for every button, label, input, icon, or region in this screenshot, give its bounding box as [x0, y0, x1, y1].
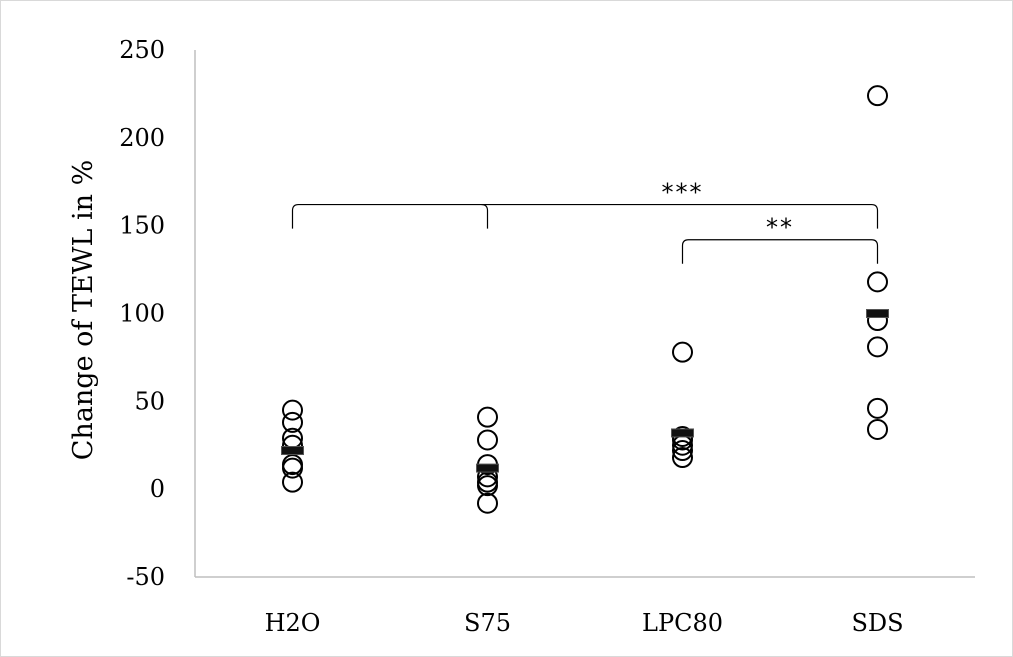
- data-point: [477, 406, 498, 428]
- data-point: [477, 475, 498, 497]
- mean-marker: [281, 446, 304, 456]
- significance-label: **: [766, 214, 794, 242]
- mean-markers: [281, 309, 889, 473]
- significance-brackets: *****: [291, 179, 879, 264]
- data-point: [282, 471, 303, 493]
- data-point: [282, 457, 303, 479]
- data-point: [672, 341, 693, 363]
- x-tick-labels: H2O S75 LPC80 SDS: [265, 609, 904, 637]
- significance-bracket: [681, 239, 879, 264]
- significance-bracket-branch: [481, 203, 489, 229]
- data-point: [672, 447, 693, 469]
- data-point: [477, 429, 498, 451]
- y-tick-label: 150: [119, 212, 165, 240]
- data-point: [867, 85, 888, 107]
- significance-bracket: [291, 203, 879, 229]
- x-tick-label: S75: [464, 609, 511, 637]
- data-point: [867, 397, 888, 419]
- data-point: [282, 399, 303, 421]
- mean-marker: [671, 428, 694, 438]
- x-tick-label: SDS: [851, 609, 903, 637]
- significance-label: ***: [662, 179, 704, 207]
- data-point: [867, 418, 888, 440]
- data-point: [282, 411, 303, 433]
- mean-marker: [476, 463, 499, 473]
- y-tick-label: -50: [126, 563, 165, 591]
- y-tick-label: 0: [150, 475, 165, 503]
- y-tick-label: 100: [119, 300, 165, 328]
- x-tick-label: LPC80: [642, 609, 723, 637]
- data-point: [672, 440, 693, 462]
- y-tick-labels: -50 0 50 100 150 200 250: [119, 36, 165, 591]
- mean-marker: [866, 309, 889, 318]
- data-point: [867, 271, 888, 293]
- data-point: [867, 336, 888, 358]
- x-tick-label: H2O: [265, 609, 321, 637]
- data-point: [477, 492, 498, 514]
- y-axis-title: Change of TEWL in %: [68, 160, 99, 460]
- y-tick-label: 50: [134, 387, 165, 415]
- y-tick-label: 200: [119, 124, 165, 152]
- data-points: [282, 85, 888, 514]
- y-tick-label: 250: [119, 36, 165, 64]
